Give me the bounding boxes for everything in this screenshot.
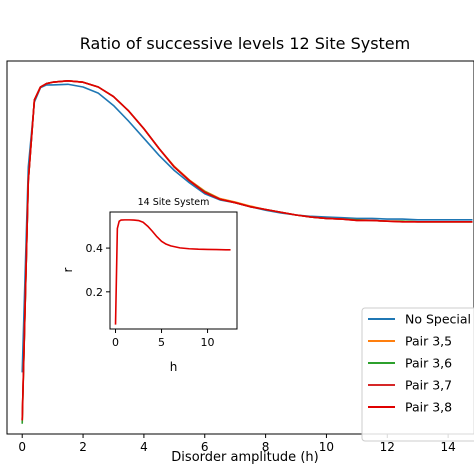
main-plot-lines <box>21 80 473 424</box>
inset-plot-background <box>110 212 237 329</box>
legend-label: Pair 3,7 <box>405 378 452 393</box>
legend-frame <box>361 307 474 442</box>
inset-x-axis-ticks: 0 5 10 <box>112 329 215 349</box>
legend-label: Pair 3,6 <box>405 356 452 371</box>
inset-y-tick-label: 0.2 <box>86 286 104 299</box>
legend-items: No Special Pair 3,5 Pair 3,6 Pair 3,7 Pair 3… <box>368 312 471 415</box>
main-x-tick-label: 10 <box>319 440 334 454</box>
main-x-tick-label: 12 <box>380 440 395 454</box>
inset-x-axis-label: h <box>170 360 178 374</box>
inset-y-axis-ticks: 0.2 0.4 <box>86 242 110 299</box>
inset-plot-frame <box>109 211 238 330</box>
legend-label: Pair 3,8 <box>405 400 452 415</box>
main-x-tick-label: 2 <box>79 440 87 454</box>
main-x-axis-label: Disorder amplitude (h) <box>171 450 318 465</box>
legend-label: Pair 3,5 <box>405 334 452 349</box>
inset-chart-title: 14 Site System <box>138 197 210 208</box>
inset-series-line <box>114 219 231 325</box>
main-plot: 0 2 4 6 8 10 12 14 <box>6 60 474 454</box>
main-x-tick-label: 0 <box>18 440 26 454</box>
inset-y-tick-label: 0.4 <box>86 242 104 255</box>
legend-label: No Special <box>405 312 471 327</box>
main-x-tick-label: 4 <box>140 440 148 454</box>
inset-plot-lines <box>114 219 231 325</box>
inset-x-tick-label: 10 <box>201 336 215 349</box>
inset-x-tick-label: 0 <box>112 336 119 349</box>
series-line <box>21 80 473 421</box>
inset-y-axis-label: r <box>61 267 75 272</box>
inset-plot: 0.2 0.4 0 5 10 14 Site System h r <box>61 197 238 374</box>
main-chart-title: Ratio of successive levels 12 Site Syste… <box>80 34 410 53</box>
legend: No Special Pair 3,5 Pair 3,6 Pair 3,7 Pair 3… <box>361 307 474 442</box>
main-x-tick-label: 8 <box>262 440 270 454</box>
inset-x-tick-label: 5 <box>158 336 165 349</box>
main-x-tick-label: 14 <box>440 440 455 454</box>
main-x-tick-label: 6 <box>201 440 209 454</box>
main-x-axis-ticks: 0 2 4 6 8 10 12 14 <box>18 434 456 454</box>
